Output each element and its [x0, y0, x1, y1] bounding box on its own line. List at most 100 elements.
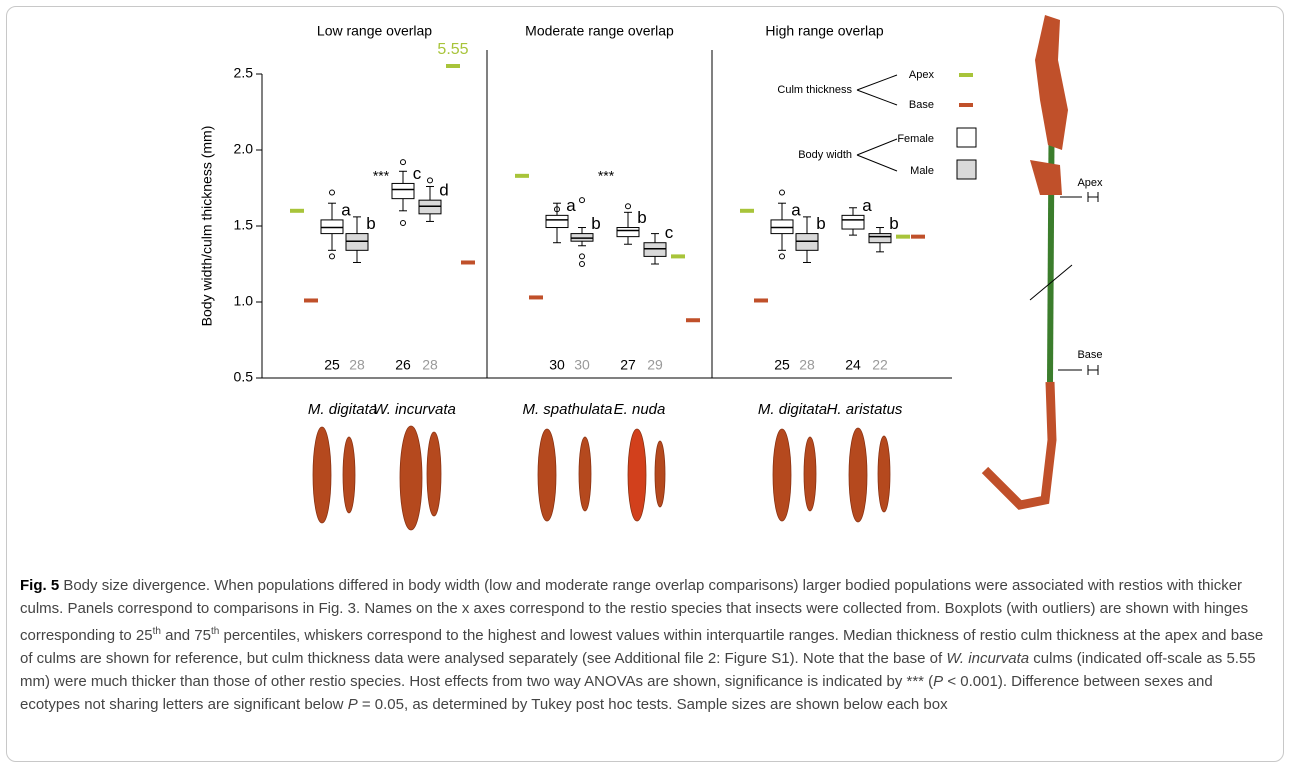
panel-title: High range overlap — [765, 23, 884, 39]
outlier — [400, 219, 406, 226]
group-letter: a — [791, 200, 801, 219]
caption-label: Fig. 5 — [20, 577, 60, 594]
caption-text: P — [347, 696, 358, 713]
box — [643, 242, 667, 257]
legend-label: Male — [910, 165, 934, 177]
y-tick-label: 1.0 — [234, 293, 254, 309]
caption-text: = 0.05, as determined by Tukey post hoc … — [357, 696, 948, 713]
sample-size: 22 — [872, 357, 888, 373]
base-culm-mark — [911, 234, 925, 239]
legend-bracket — [856, 89, 898, 106]
base-label: Base — [1077, 349, 1102, 361]
x-category-label: W. incurvata — [373, 401, 456, 418]
base-culm-mark — [304, 298, 318, 303]
caption-text: P — [933, 673, 944, 690]
caption-text: th — [152, 626, 161, 637]
group-letter: d — [439, 181, 448, 200]
sample-size: 25 — [774, 357, 790, 373]
sample-size: 27 — [620, 357, 636, 373]
legend-bracket — [856, 138, 898, 156]
box — [391, 182, 415, 200]
box — [868, 233, 892, 244]
significance: *** — [598, 168, 615, 184]
panel-title: Moderate range overlap — [525, 23, 674, 39]
box — [418, 199, 442, 215]
outlier — [625, 203, 631, 210]
chart: Apex Base Body width/culm thickness (mm)… — [199, 15, 1103, 531]
legend-swatch — [956, 159, 977, 180]
group-letter: c — [413, 164, 422, 183]
outlier — [579, 253, 585, 260]
legend-swatch — [959, 73, 973, 77]
x-category-label: E. nuda — [614, 401, 666, 418]
apex-culm-mark — [671, 254, 685, 259]
box — [320, 219, 344, 235]
base-culm-mark — [686, 318, 700, 323]
outlier — [554, 206, 560, 213]
y-tick-label: 2.5 — [234, 65, 254, 81]
y-tick-label: 1.5 — [234, 217, 254, 233]
legend-bracket — [856, 154, 898, 172]
outlier — [427, 177, 433, 184]
x-category-label: M. digitata — [758, 401, 827, 418]
caption-text: < 0.001). Difference between sexes and e… — [20, 673, 1213, 713]
base-culm-mark — [529, 295, 543, 300]
box — [841, 214, 865, 230]
figure-frame — [6, 6, 1284, 762]
sample-size: 29 — [647, 357, 663, 373]
group-letter: a — [862, 196, 872, 215]
sample-size: 28 — [422, 357, 438, 373]
outlier — [779, 253, 785, 260]
sample-size: 28 — [349, 357, 365, 373]
legend-title: Culm thickness — [777, 84, 852, 96]
group-letter: b — [889, 214, 898, 233]
box — [616, 227, 640, 238]
y-axis-label: Body width/culm thickness (mm) — [199, 126, 215, 327]
sample-size: 30 — [574, 357, 590, 373]
outlier — [329, 253, 335, 260]
legend-bracket — [856, 74, 898, 91]
outlier — [779, 189, 785, 196]
box — [770, 219, 794, 235]
caption: Fig. 5 Body size divergence. When popula… — [20, 574, 1275, 716]
legend-title: Body width — [798, 149, 852, 161]
insect-illustrations — [312, 425, 891, 531]
x-category-label: H. aristatus — [827, 401, 903, 418]
sample-size: 28 — [799, 357, 815, 373]
sample-size: 24 — [845, 357, 861, 373]
group-letter: a — [341, 200, 351, 219]
significance: *** — [373, 168, 390, 184]
legend-swatch — [956, 127, 977, 148]
group-letter: b — [591, 214, 600, 233]
caption-text: W. incurvata — [946, 650, 1030, 667]
caption-text: percentiles, whiskers correspond to the … — [20, 627, 1264, 667]
outlier — [329, 189, 335, 196]
legend-swatch — [959, 103, 973, 107]
apex-culm-mark — [290, 208, 304, 213]
box — [570, 233, 594, 242]
x-category-label: M. digitata — [308, 401, 377, 418]
group-letter: a — [566, 196, 576, 215]
group-letter: b — [816, 214, 825, 233]
outlier — [579, 261, 585, 267]
box — [545, 214, 569, 229]
restio-illustration: Apex Base — [981, 15, 1103, 510]
outlier — [400, 159, 406, 166]
legend-label: Base — [909, 99, 934, 111]
apex-culm-mark — [446, 64, 460, 68]
group-letter: b — [637, 208, 646, 227]
box — [345, 233, 369, 251]
sample-size: 30 — [549, 357, 565, 373]
caption-text: and 75 — [160, 627, 211, 644]
group-letter: b — [366, 214, 375, 233]
base-culm-mark — [461, 260, 475, 265]
off-scale-label: 5.55 — [437, 41, 468, 58]
panel-title: Low range overlap — [317, 23, 432, 39]
box — [795, 233, 819, 251]
caption-text: culms (indicated off-scale as 5.55 mm) w… — [20, 650, 1256, 690]
apex-culm-mark — [740, 208, 754, 213]
apex-culm-mark — [896, 234, 910, 239]
caption-text: Body size divergence. When populations d… — [20, 577, 1249, 644]
legend-label: Apex — [909, 69, 935, 81]
